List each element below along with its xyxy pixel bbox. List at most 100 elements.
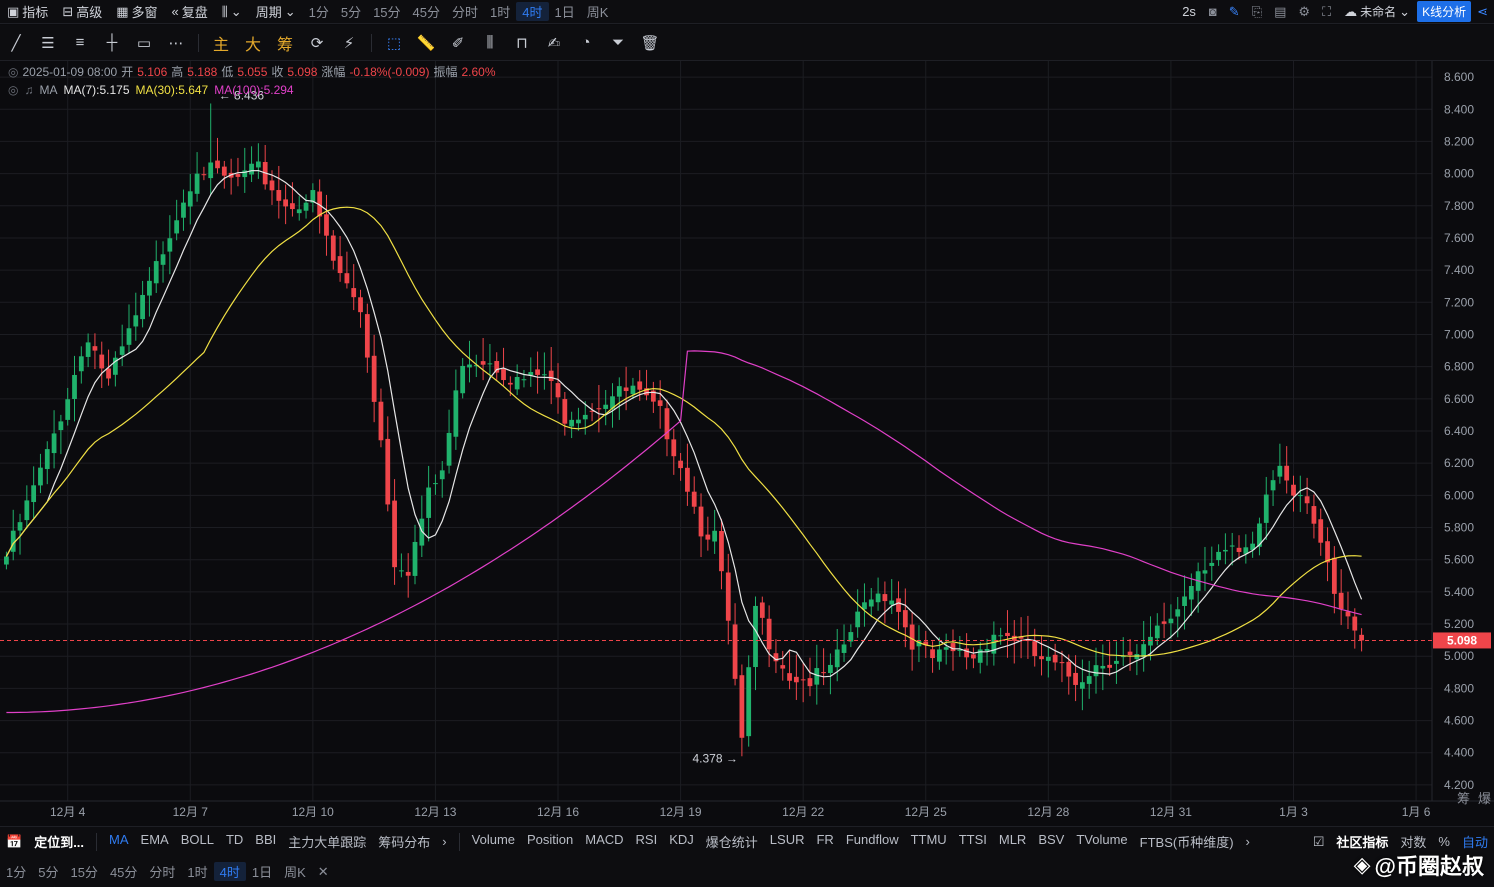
crosshair-line-icon[interactable]: ┼ <box>106 34 118 51</box>
timeframe-3[interactable]: 45分 <box>109 865 138 880</box>
candle-body <box>589 410 595 412</box>
main-indicator-2[interactable]: BOLL <box>180 832 214 847</box>
interval-4[interactable]: 分时 <box>452 5 479 20</box>
trendline-icon[interactable]: ╱ <box>11 34 21 52</box>
camera-icon[interactable]: ◙ <box>1208 4 1217 19</box>
advanced-menu[interactable]: ⊟ 高级 <box>55 2 109 21</box>
timeframe-6[interactable]: 4时 <box>213 862 246 881</box>
sub-indicator-4[interactable]: KDJ <box>669 832 694 847</box>
multiwindow-menu[interactable]: ▦ 多窗 <box>109 2 164 21</box>
indicators-menu[interactable]: ▣ 指标 <box>0 2 55 21</box>
sub-indicator-8[interactable]: Fundflow <box>845 832 899 847</box>
interval-7[interactable]: 1日 <box>554 5 575 20</box>
pen-icon[interactable]: ✎ <box>1228 3 1240 19</box>
chips-button[interactable]: 筹 <box>276 36 293 54</box>
sub-indicator-14[interactable]: FTBS(币种维度) <box>1139 835 1234 850</box>
candle-body <box>106 368 111 379</box>
sub-indicator-7[interactable]: FR <box>816 832 834 847</box>
refresh-interval[interactable]: 2s <box>1182 4 1196 19</box>
candle-body <box>1250 543 1256 550</box>
period-menu[interactable]: 周期 ⌄ <box>249 2 303 21</box>
time-tick-label: 12月 10 <box>292 805 334 819</box>
more-tools-icon[interactable]: ⋯ <box>168 34 184 52</box>
sub-indicator-2[interactable]: MACD <box>585 832 624 847</box>
sub-indicator-3[interactable]: RSI <box>635 832 658 847</box>
chevron-right-icon[interactable]: › <box>1245 834 1250 849</box>
magic-icon[interactable]: ⚡ <box>343 34 355 52</box>
sub-indicator-9[interactable]: TTMU <box>910 832 947 847</box>
timeframe-5[interactable]: 1时 <box>187 865 208 880</box>
interval-5[interactable]: 1时 <box>490 5 511 20</box>
layout-menu[interactable]: ☁ 未命名 ⌄ <box>1337 3 1417 20</box>
calendar-icon[interactable]: 📅 <box>6 833 23 849</box>
filter-icon[interactable]: ⏷ <box>611 34 624 51</box>
locate-button[interactable]: 定位到... <box>34 835 85 850</box>
eye-icon[interactable]: ◎ <box>8 65 19 79</box>
sub-indicator-0[interactable]: Volume <box>471 832 516 847</box>
timeframe-0[interactable]: 1分 <box>6 865 27 880</box>
large-order-button[interactable]: 大 <box>244 36 261 54</box>
share-icon[interactable]: ⋖ <box>1477 3 1488 19</box>
select-icon[interactable]: ⬚ <box>386 34 402 52</box>
sub-indicator-5[interactable]: 爆仓统计 <box>705 835 758 850</box>
candle-body <box>85 342 91 357</box>
timeframe-8[interactable]: 周K <box>284 865 306 880</box>
main-indicator-3[interactable]: TD <box>225 832 244 847</box>
save-icon[interactable]: ▤ <box>1274 3 1287 19</box>
liquidation-side-label[interactable]: 爆 <box>1477 791 1491 806</box>
ruler-icon[interactable]: 📏 <box>416 34 436 52</box>
main-force-button[interactable]: 主 <box>212 36 229 54</box>
lock-icon[interactable]: ⊓ <box>516 34 528 52</box>
replay-menu[interactable]: «复盘 <box>165 2 215 21</box>
chart-type-menu[interactable]: ⫼ ⌄ <box>215 4 249 20</box>
interval-6[interactable]: 4时 <box>516 2 549 21</box>
eye-icon[interactable]: ◎ <box>8 83 19 97</box>
main-indicator-1[interactable]: EMA <box>140 832 169 847</box>
chevron-right-icon[interactable]: › <box>442 834 447 849</box>
sub-indicator-1[interactable]: Position <box>527 832 574 847</box>
interval-2[interactable]: 15分 <box>373 5 401 20</box>
brush-icon[interactable]: ✐ <box>451 34 465 52</box>
main-indicator-5[interactable]: 主力大单跟踪 <box>288 835 367 850</box>
timeframe-7[interactable]: 1日 <box>251 865 273 880</box>
chips-side-label[interactable]: 筹 <box>1456 791 1470 806</box>
auto-scale-toggle[interactable]: 自动 <box>1461 835 1488 850</box>
auto-pattern-icon[interactable]: ⟳ <box>310 34 324 52</box>
note-icon[interactable]: ✍ <box>547 34 561 52</box>
candle-compare-icon[interactable]: ⫼ <box>486 34 494 51</box>
timeframe-2[interactable]: 15分 <box>70 865 98 880</box>
kline-analysis-button[interactable]: K线分析 <box>1417 1 1472 22</box>
community-indicators-button[interactable]: 社区指标 <box>1336 835 1389 850</box>
horizontal-lines-icon[interactable]: ☰ <box>41 34 55 52</box>
candle-body <box>364 314 370 358</box>
interval-3[interactable]: 45分 <box>412 5 441 20</box>
main-indicator-6[interactable]: 筹码分布 <box>378 835 431 850</box>
main-indicator-4[interactable]: BBI <box>255 832 277 847</box>
rectangle-icon[interactable]: ▭ <box>136 34 152 52</box>
magnet-icon[interactable]: ◔ <box>581 34 591 51</box>
timeframe-1[interactable]: 5分 <box>38 865 59 880</box>
sub-indicator-11[interactable]: MLR <box>998 832 1027 847</box>
candle <box>194 152 200 202</box>
candle-body <box>576 419 581 424</box>
sub-indicator-12[interactable]: BSV <box>1038 832 1065 847</box>
sub-indicator-6[interactable]: LSUR <box>769 832 805 847</box>
candlestick-chart[interactable]: 4.200 4.400 4.600 4.800 5.000 5.200 5.400 5.600… <box>0 61 1494 826</box>
interval-0[interactable]: 1分 <box>308 5 329 20</box>
gear-icon[interactable]: ⚙ <box>1298 3 1311 19</box>
percent-scale-toggle[interactable]: % <box>1438 834 1450 849</box>
main-indicator-0[interactable]: MA <box>109 832 129 847</box>
fullscreen-icon[interactable]: ⛶ <box>1322 3 1332 19</box>
timeframe-4[interactable]: 分时 <box>149 865 176 880</box>
bell-icon[interactable]: ♫ <box>24 83 34 97</box>
sub-indicator-10[interactable]: TTSI <box>958 832 987 847</box>
close-icon[interactable]: ✕ <box>317 863 329 879</box>
trash-icon[interactable]: 🗑 <box>640 34 660 52</box>
interval-1[interactable]: 5分 <box>340 5 362 20</box>
candle <box>1338 569 1344 626</box>
template-icon[interactable]: ⎘ <box>1251 3 1263 19</box>
interval-8[interactable]: 周K <box>586 5 609 20</box>
parallel-channel-icon[interactable]: ≡ <box>75 34 85 51</box>
sub-indicator-13[interactable]: TVolume <box>1076 832 1128 847</box>
log-scale-toggle[interactable]: 对数 <box>1400 835 1427 850</box>
